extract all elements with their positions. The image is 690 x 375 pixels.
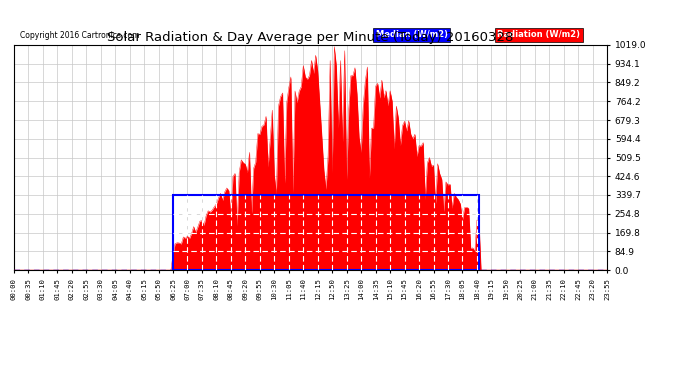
Bar [173,195,479,270]
Text: Copyright 2016 Cartronics.com: Copyright 2016 Cartronics.com [20,32,139,40]
Title: Solar Radiation & Day Average per Minute (Today) 20160328: Solar Radiation & Day Average per Minute… [108,31,513,44]
Text: Median (W/m2): Median (W/m2) [376,30,448,39]
Text: Radiation (W/m2): Radiation (W/m2) [497,30,580,39]
